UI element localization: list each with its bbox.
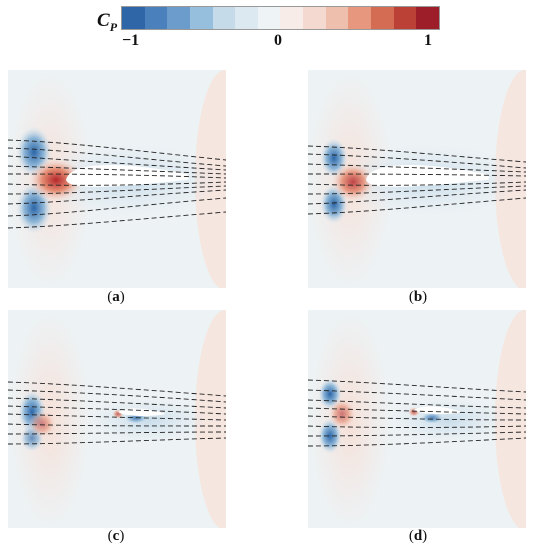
- colorbar-symbol: C: [97, 10, 110, 31]
- colorbar-segment-1: [144, 7, 168, 29]
- colorbar-tick-mid: 0: [274, 32, 282, 49]
- panel-b-caption: (b): [408, 289, 428, 305]
- panel-a-caption: (a): [107, 289, 125, 305]
- colorbar-segment-8: [303, 7, 326, 29]
- panel-d-caption: (d): [408, 528, 428, 544]
- colorbar-segment-13: [416, 7, 439, 29]
- colorbar-segment-7: [280, 7, 304, 29]
- panel-d-field: [308, 310, 526, 528]
- colorbar-segment-2: [167, 7, 190, 29]
- colorbar-subscript: P: [109, 19, 118, 34]
- panel-a: [8, 70, 226, 288]
- panel-b: [308, 70, 526, 288]
- panel-d: [308, 310, 526, 528]
- colorbar-segment-12: [393, 7, 417, 29]
- colorbar-segment-9: [325, 7, 349, 29]
- panel-b-field: [308, 70, 526, 288]
- colorbar-segment-6: [257, 7, 281, 29]
- panel-c: [8, 310, 226, 528]
- colorbar-tick-max: 1: [424, 32, 432, 49]
- colorbar-segment-4: [212, 7, 236, 29]
- colorbar-segment-0: [122, 7, 145, 29]
- colorbar-title: CP: [97, 10, 117, 35]
- colorbar: [121, 6, 440, 30]
- colorbar-segment-10: [348, 7, 372, 29]
- colorbar-segment-11: [371, 7, 394, 29]
- panel-c-caption: (c): [107, 528, 125, 544]
- panel-a-field: [8, 70, 226, 288]
- colorbar-tick-min: −1: [122, 32, 140, 49]
- colorbar-segment-3: [189, 7, 213, 29]
- panel-c-field: [8, 310, 226, 528]
- colorbar-segment-5: [235, 7, 258, 29]
